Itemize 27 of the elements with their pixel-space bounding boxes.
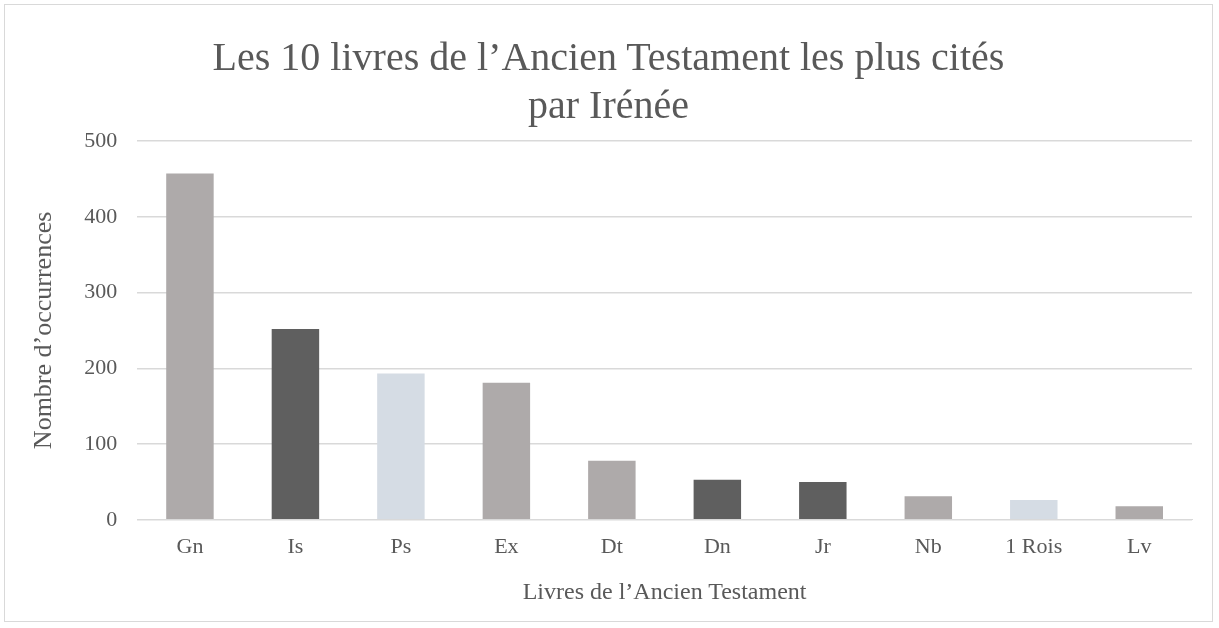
x-tick-label: Gn — [176, 532, 204, 558]
x-tick-label: Lv — [1127, 532, 1152, 558]
bar — [1115, 506, 1163, 520]
x-axis-title: Livres de l’Ancien Testament — [522, 577, 807, 604]
chart-title: Les 10 livres de l’Ancien Testament les plus cités par Irénée — [212, 33, 1005, 127]
y-tick-label: 100 — [84, 429, 118, 455]
bar — [693, 479, 742, 520]
bar — [799, 481, 847, 520]
y-tick-label: 300 — [84, 278, 118, 304]
x-tick-label: 1 Rois — [1005, 532, 1063, 558]
bar — [588, 460, 636, 520]
y-tick-label: 200 — [84, 354, 118, 380]
x-tick-label: Dt — [600, 532, 623, 558]
x-tick-label: Ex — [494, 532, 519, 558]
x-tick-label: Is — [287, 532, 304, 558]
bar — [904, 496, 953, 520]
x-tick-label: Jr — [814, 532, 832, 558]
y-tick-label: 400 — [84, 202, 118, 228]
x-tick-label: Ps — [390, 532, 412, 558]
y-tick-label: 0 — [106, 505, 118, 531]
y-tick-label: 500 — [84, 126, 118, 152]
bar — [271, 328, 320, 520]
x-tick-label: Dn — [703, 532, 731, 558]
x-tick-label: Nb — [914, 532, 942, 558]
y-axis-title: Nombre d’occurrences — [28, 211, 58, 450]
bar — [482, 382, 531, 520]
bar — [166, 173, 214, 520]
